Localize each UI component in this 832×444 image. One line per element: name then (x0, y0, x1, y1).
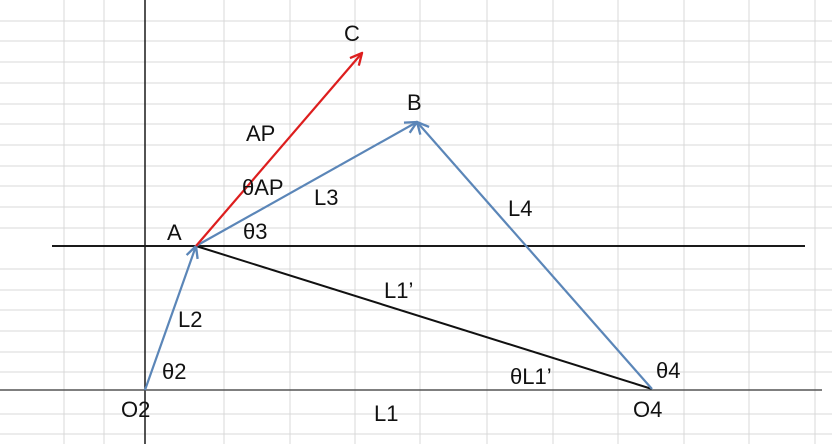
point-label-o4: O4 (633, 397, 662, 422)
link-l3 (195, 122, 417, 247)
angle-label-theta-ap: θAP (242, 175, 284, 200)
link-l4 (417, 122, 653, 390)
link-ap (195, 53, 362, 247)
link-label-l1-prime: L1’ (384, 278, 413, 303)
point-label-c: C (344, 21, 360, 46)
link-label-l3: L3 (314, 185, 338, 210)
angle-label-theta4: θ4 (656, 358, 680, 383)
point-label-o2: O2 (121, 397, 150, 422)
point-label-b: B (407, 90, 422, 115)
angle-label-theta2: θ2 (162, 359, 186, 384)
angle-label-theta-l1-prime: θL1’ (510, 364, 552, 389)
angle-label-theta3: θ3 (243, 219, 267, 244)
link-label-ap: AP (246, 121, 275, 146)
link-label-l1: L1 (374, 401, 398, 426)
link-label-l4: L4 (508, 196, 532, 221)
point-label-a: A (167, 220, 182, 245)
link-label-l2: L2 (178, 307, 202, 332)
link-l1-prime (195, 245, 653, 390)
link-l2 (143, 246, 196, 391)
